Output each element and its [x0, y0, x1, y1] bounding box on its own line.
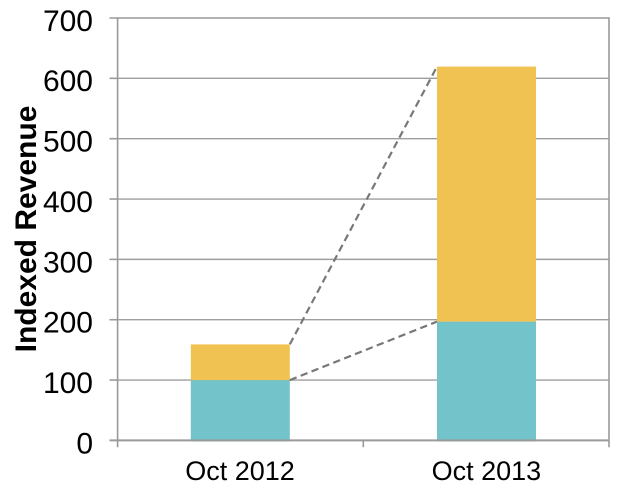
svg-text:0: 0: [76, 427, 93, 460]
svg-text:400: 400: [43, 186, 93, 219]
svg-text:Oct 2012: Oct 2012: [185, 456, 295, 486]
svg-text:100: 100: [43, 367, 93, 400]
svg-text:700: 700: [43, 5, 93, 38]
svg-text:500: 500: [43, 126, 93, 159]
svg-text:300: 300: [43, 246, 93, 279]
svg-text:Oct 2013: Oct 2013: [432, 456, 542, 486]
svg-text:200: 200: [43, 307, 93, 340]
svg-text:Indexed Revenue: Indexed Revenue: [10, 106, 43, 353]
svg-text:600: 600: [43, 65, 93, 98]
